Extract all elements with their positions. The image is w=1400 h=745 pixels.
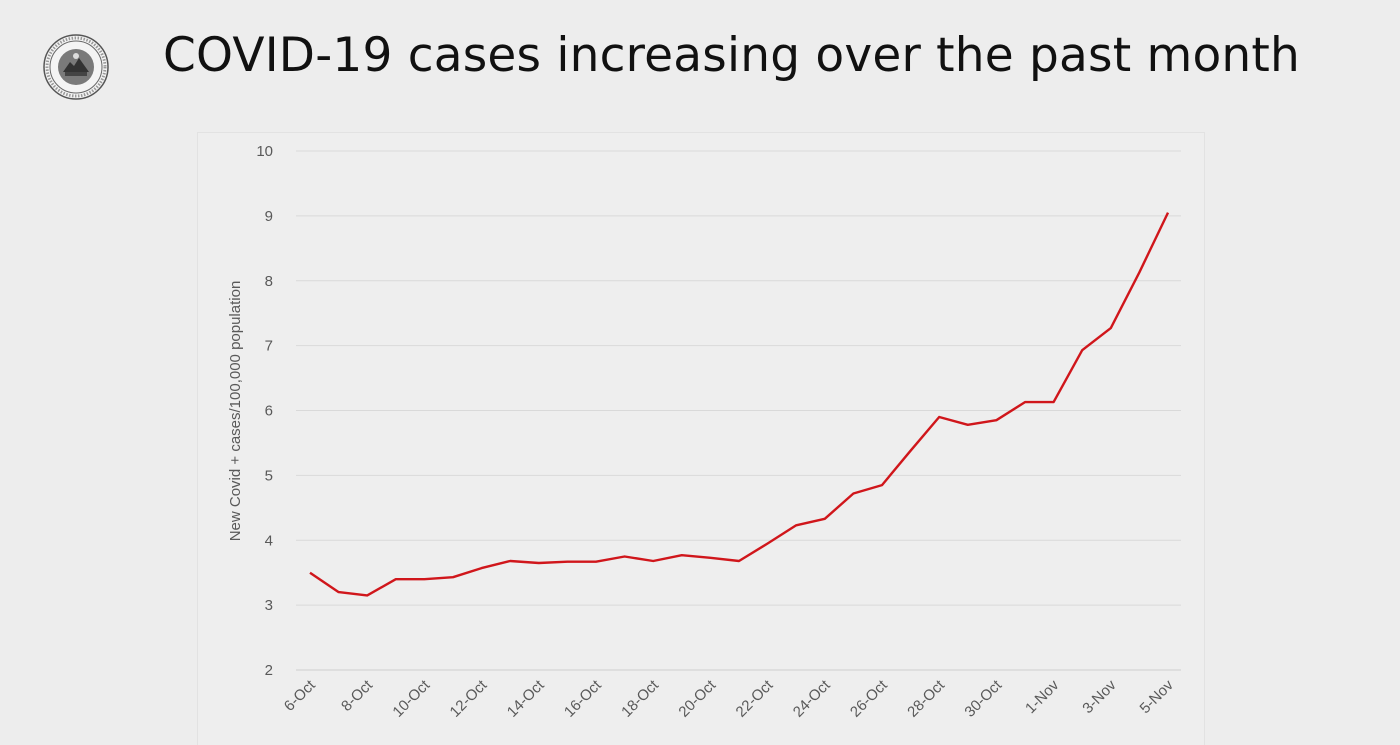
x-tick-labels: 6-Oct 8-Oct 10-Oct 12-Oct 14-Oct 16-Oct 18-Oct… — [281, 676, 1177, 720]
x-tick-label: 28-Oct — [904, 676, 948, 720]
x-tick-label: 22-Oct — [733, 676, 777, 720]
y-tick-label: 6 — [265, 403, 273, 420]
series-line — [309, 212, 1170, 597]
gridlines — [296, 150, 1181, 671]
chart-area: 2 3 4 5 6 7 8 9 10 6-Oct 8-Oct 10-Oct 12-Oct 14-Oct 1… — [197, 132, 1205, 745]
y-tick-label: 10 — [256, 143, 273, 160]
x-tick-label: 26-Oct — [847, 676, 891, 720]
y-tick-label: 9 — [265, 208, 273, 225]
x-tick-label: 14-Oct — [504, 676, 548, 720]
series-group — [309, 212, 1170, 597]
x-tick-label: 12-Oct — [447, 676, 491, 720]
x-tick-label: 6-Oct — [281, 676, 320, 715]
y-tick-label: 5 — [265, 467, 273, 484]
y-axis-label: New Covid + cases/100,000 population — [227, 281, 244, 542]
x-tick-label: 20-Oct — [675, 676, 719, 720]
slide-title: COVID-19 cases increasing over the past … — [163, 28, 1301, 83]
y-tick-label: 2 — [265, 662, 273, 679]
x-tick-label: 16-Oct — [561, 676, 605, 720]
x-tick-label: 5-Nov — [1137, 676, 1178, 717]
y-tick-label: 8 — [265, 273, 273, 290]
y-tick-label: 3 — [265, 597, 273, 614]
x-tick-label: 18-Oct — [618, 676, 662, 720]
x-tick-label: 24-Oct — [790, 676, 834, 720]
x-tick-label: 1-Nov — [1022, 676, 1063, 717]
y-tick-labels: 2 3 4 5 6 7 8 9 10 — [256, 143, 273, 679]
x-tick-label: 8-Oct — [338, 676, 377, 715]
x-tick-label: 3-Nov — [1079, 676, 1120, 717]
city-county-seal-icon — [43, 34, 109, 100]
x-tick-label: 30-Oct — [961, 676, 1005, 720]
line-chart: 2 3 4 5 6 7 8 9 10 6-Oct 8-Oct 10-Oct 12-Oct 14-Oct 1… — [227, 143, 1181, 721]
x-tick-label: 10-Oct — [389, 676, 433, 720]
y-tick-label: 4 — [265, 532, 273, 549]
y-tick-label: 7 — [265, 338, 273, 355]
